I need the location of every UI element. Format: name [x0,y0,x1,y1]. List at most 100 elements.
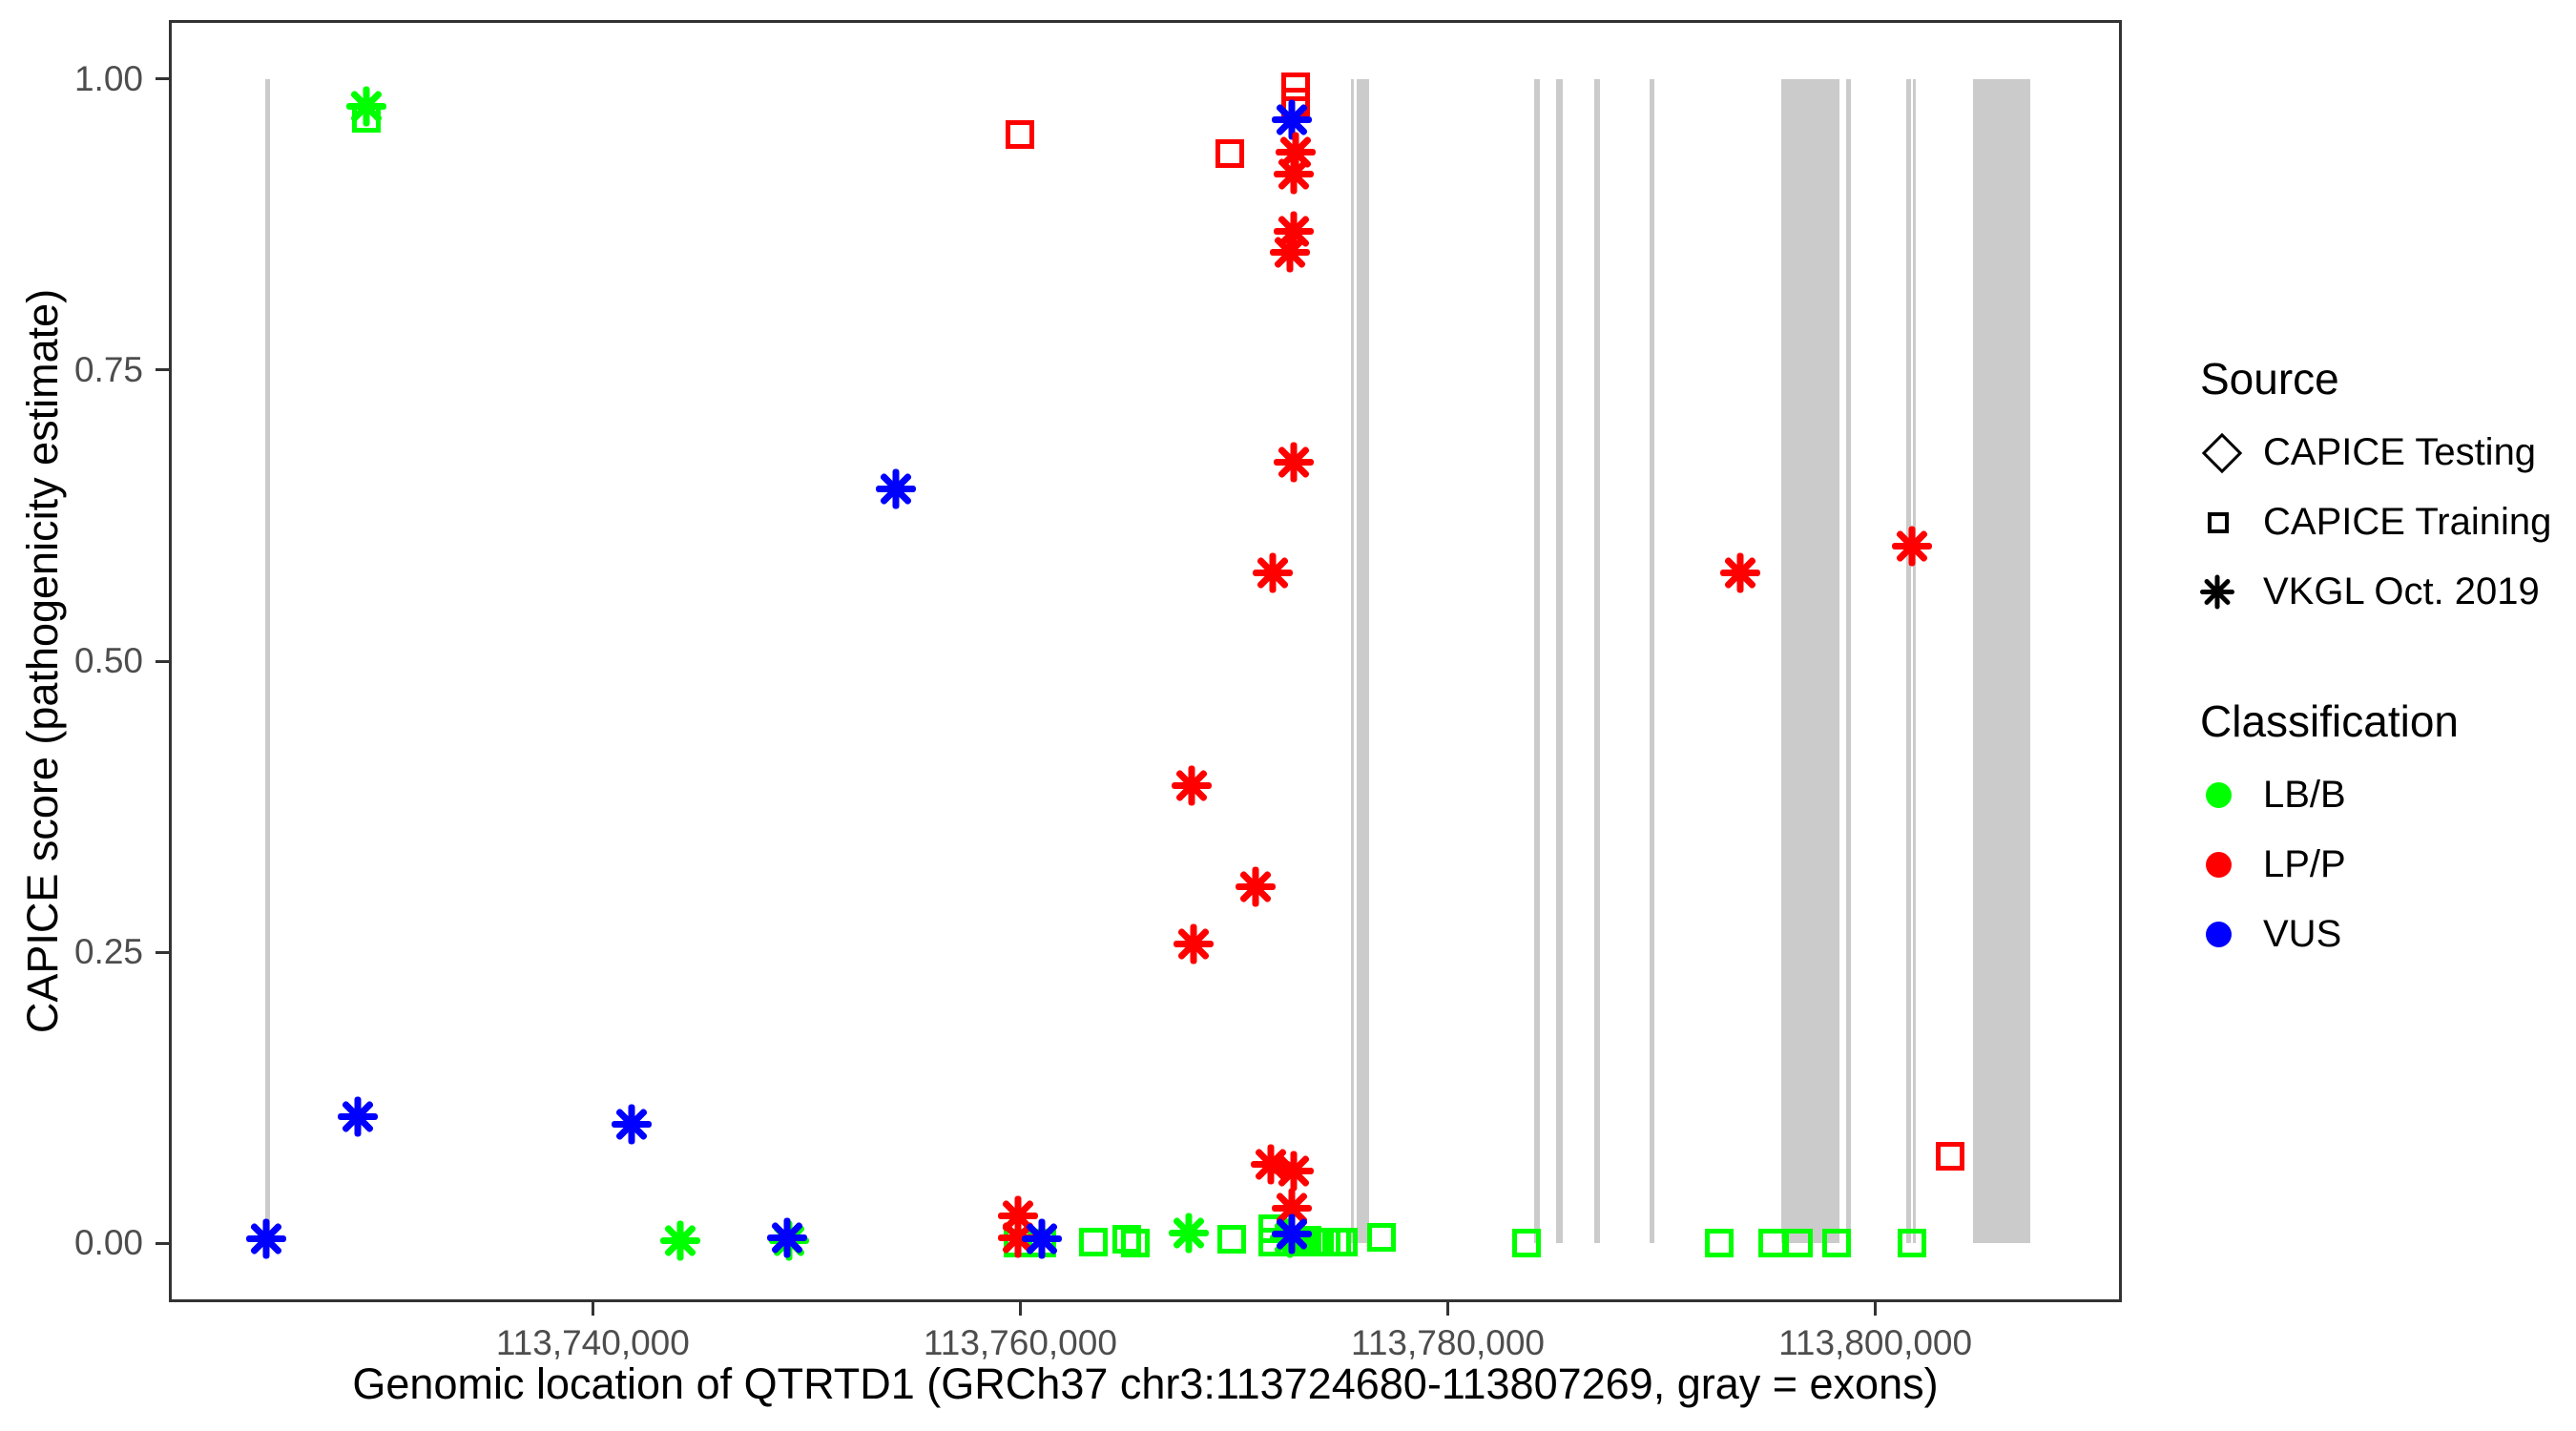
exon-bar [1593,78,1600,1244]
data-point-square [1215,138,1244,168]
legend-item-label: CAPICE Training [2263,501,2552,543]
legend-item-label: CAPICE Testing [2263,431,2537,473]
data-point-star [1169,1213,1210,1254]
data-point-square [1217,1224,1247,1254]
exon-bar [1972,78,2031,1244]
data-point-star [1021,1218,1062,1259]
exon-bar [1350,78,1354,1244]
data-point-star [767,1217,808,1258]
exon-bar [1905,78,1911,1244]
data-point-square [1328,1228,1358,1257]
exon-bar [1846,78,1852,1244]
y-tick-label: 0.25 [73,932,143,972]
points-layer [172,23,2119,1299]
legend-item-capice-testing: CAPICE Testing [2200,418,2572,487]
data-point-square [1822,1229,1852,1258]
exon-bar [1781,78,1840,1244]
data-point-square [1367,1223,1397,1253]
data-point-star [998,1195,1039,1236]
data-point-star [1235,866,1276,907]
data-point-square [1121,1229,1151,1258]
data-point-star [1271,99,1312,140]
x-tick-mark [1874,1302,1878,1316]
data-point-star [1252,552,1293,593]
x-axis-title: Genomic location of QTRTD1 (GRCh37 chr3:… [352,1359,1939,1408]
data-point-star [1274,154,1315,195]
data-point-square [1936,1141,1964,1171]
data-point-square [1281,73,1311,102]
data-point-star [345,86,386,127]
data-point-square [1758,1229,1788,1258]
data-point-star [337,1096,378,1137]
y-tick-mark [156,950,169,954]
legend-item-label: LP/P [2263,843,2346,885]
y-tick-label: 0.50 [73,641,143,680]
star-glyph [2200,574,2234,610]
y-tick-label: 0.00 [73,1223,143,1263]
legend-item-label: LB/B [2263,774,2346,816]
y-tick-label: 0.75 [73,349,143,389]
y-tick-mark [156,77,169,81]
y-tick-mark [156,1241,169,1245]
legend-item-capice-training: CAPICE Training [2200,487,2572,557]
exon-bar [1649,78,1654,1244]
x-tick-mark [591,1302,594,1316]
legend-item-vkgl: VKGL Oct. 2019 [2200,557,2572,627]
legend-item-vus: VUS [2200,900,2572,969]
legend-classification: Classification LB/B LP/P VUS [2200,694,2572,969]
data-point-square [1783,1229,1813,1258]
diamond-icon [2201,432,2243,473]
exon-bar [1534,78,1540,1244]
data-point-star [1269,232,1310,273]
legend: Source CAPICE Testing CAPICE Training VK… [2200,351,2572,969]
x-tick-label: 113,780,000 [1351,1323,1546,1362]
x-tick-label: 113,740,000 [495,1323,690,1362]
legend-source: Source CAPICE Testing CAPICE Training VK… [2200,351,2572,627]
exon-bar [1913,78,1917,1244]
exon-bar [1357,78,1369,1244]
legend-item-lpp: LP/P [2200,830,2572,900]
data-point-square [1006,120,1035,150]
data-point-star [660,1220,701,1261]
y-tick-label: 1.00 [73,58,143,98]
data-point-star [1171,765,1212,806]
data-point-star [1271,1188,1312,1229]
data-point-star [998,1217,1039,1258]
exons-layer [172,23,2119,1299]
data-point-square [1512,1229,1542,1258]
data-point-star [245,1218,286,1259]
y-tick-mark [156,659,169,663]
data-point-star [1173,923,1214,964]
data-point-star [1274,1151,1315,1192]
data-point-square [1078,1228,1108,1257]
data-point-star [1271,1213,1312,1255]
x-tick-mark [1018,1302,1022,1316]
square-icon [2208,511,2229,533]
legend-item-lbb: LB/B [2200,760,2572,830]
x-tick-label: 113,800,000 [1778,1323,1973,1362]
legend-item-label: VKGL Oct. 2019 [2263,570,2540,612]
legend-classification-title: Classification [2200,696,2459,746]
plot-panel [169,20,2122,1302]
data-point-star [1720,552,1761,593]
data-point-star [1276,132,1317,173]
legend-item-label: VUS [2263,913,2342,955]
y-tick-mark [156,368,169,372]
exon-bar [1555,78,1564,1244]
star-icon [2200,566,2254,619]
x-tick-mark [1446,1302,1450,1316]
lbb-dot-icon [2206,782,2232,808]
data-point-square [1112,1224,1142,1254]
data-point-square [1897,1229,1926,1258]
data-point-star [1274,211,1315,252]
data-point-star [876,468,917,509]
data-point-star [1891,526,1932,567]
x-tick-label: 113,760,000 [923,1323,1117,1362]
data-point-star [1274,442,1315,483]
vus-dot-icon [2206,922,2232,947]
legend-source-title: Source [2200,354,2339,404]
lpp-dot-icon [2206,852,2232,878]
exon-bar [265,78,270,1244]
data-point-square [1705,1229,1735,1258]
